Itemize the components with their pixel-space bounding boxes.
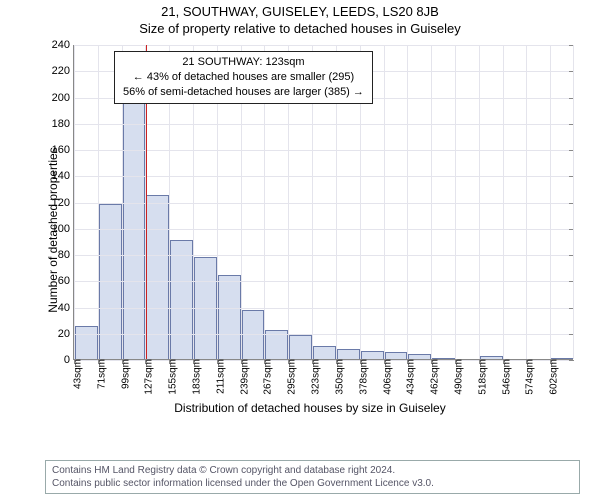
gridline-v	[74, 45, 75, 359]
x-tick-label: 295sqm	[283, 359, 298, 395]
gridline-v	[431, 45, 432, 359]
annotation-line-2: ← 43% of detached houses are smaller (29…	[123, 70, 364, 85]
x-tick-label: 518sqm	[473, 359, 488, 395]
gridline-v	[98, 45, 99, 359]
x-tick-label: 602sqm	[545, 359, 560, 395]
gridline-h	[74, 229, 573, 230]
gridline-h	[74, 45, 573, 46]
x-tick-label: 71sqm	[92, 359, 107, 389]
y-tick-label: 100	[52, 223, 74, 235]
y-tick-label: 160	[52, 144, 74, 156]
gridline-v	[407, 45, 408, 359]
x-tick-label: 323sqm	[307, 359, 322, 395]
annotation-line-3: 56% of semi-detached houses are larger (…	[123, 85, 364, 100]
x-tick-label: 183sqm	[188, 359, 203, 395]
x-tick-label: 99sqm	[116, 359, 131, 389]
gridline-h	[74, 176, 573, 177]
x-axis-label: Distribution of detached houses by size …	[45, 401, 575, 415]
gridline-h	[74, 150, 573, 151]
gridline-v	[384, 45, 385, 359]
x-tick-label: 155sqm	[164, 359, 179, 395]
bar	[75, 326, 98, 359]
footer-attribution: Contains HM Land Registry data © Crown c…	[45, 460, 580, 494]
x-tick-label: 546sqm	[497, 359, 512, 395]
y-tick-label: 180	[52, 118, 74, 130]
y-tick-label: 240	[52, 39, 74, 51]
x-tick-label: 434sqm	[402, 359, 417, 395]
y-tick-label: 80	[58, 249, 74, 261]
chart: Number of detached properties 0204060801…	[45, 45, 575, 415]
y-tick-label: 120	[52, 197, 74, 209]
annotation-box: 21 SOUTHWAY: 123sqm ← 43% of detached ho…	[114, 51, 373, 104]
x-tick-label: 239sqm	[235, 359, 250, 395]
footer-line-1: Contains HM Land Registry data © Crown c…	[52, 464, 573, 477]
gridline-v	[503, 45, 504, 359]
y-tick-label: 220	[52, 65, 74, 77]
gridline-h	[74, 255, 573, 256]
gridline-h	[74, 308, 573, 309]
page-title: 21, SOUTHWAY, GUISELEY, LEEDS, LS20 8JB	[0, 4, 600, 19]
gridline-h	[74, 281, 573, 282]
x-tick-label: 406sqm	[378, 359, 393, 395]
gridline-v	[550, 45, 551, 359]
y-tick-mark	[569, 360, 574, 361]
page-subtitle: Size of property relative to detached ho…	[0, 21, 600, 36]
y-tick-label: 140	[52, 170, 74, 182]
bar	[313, 346, 336, 359]
gridline-v	[526, 45, 527, 359]
bar	[218, 275, 241, 359]
bar	[361, 351, 384, 359]
x-tick-label: 574sqm	[521, 359, 536, 395]
y-tick-label: 40	[58, 302, 74, 314]
gridline-h	[74, 124, 573, 125]
gridline-h	[74, 203, 573, 204]
x-tick-label: 378sqm	[354, 359, 369, 395]
gridline-v	[479, 45, 480, 359]
x-tick-label: 267sqm	[259, 359, 274, 395]
bar	[170, 240, 193, 359]
bar	[337, 349, 360, 360]
annotation-line-1: 21 SOUTHWAY: 123sqm	[123, 55, 364, 70]
plot-area: 02040608010012014016018020022024043sqm71…	[73, 45, 573, 360]
bar	[289, 335, 312, 359]
footer-line-2: Contains public sector information licen…	[52, 477, 573, 490]
gridline-v	[455, 45, 456, 359]
x-tick-label: 127sqm	[140, 359, 155, 395]
x-tick-label: 211sqm	[211, 359, 226, 394]
x-tick-label: 350sqm	[330, 359, 345, 395]
y-tick-label: 200	[52, 92, 74, 104]
x-tick-label: 462sqm	[426, 359, 441, 395]
x-tick-label: 43sqm	[69, 359, 84, 389]
x-tick-label: 490sqm	[449, 359, 464, 395]
y-tick-label: 20	[58, 328, 74, 340]
y-tick-label: 60	[58, 275, 74, 287]
gridline-h	[74, 334, 573, 335]
gridline-v	[573, 45, 574, 359]
